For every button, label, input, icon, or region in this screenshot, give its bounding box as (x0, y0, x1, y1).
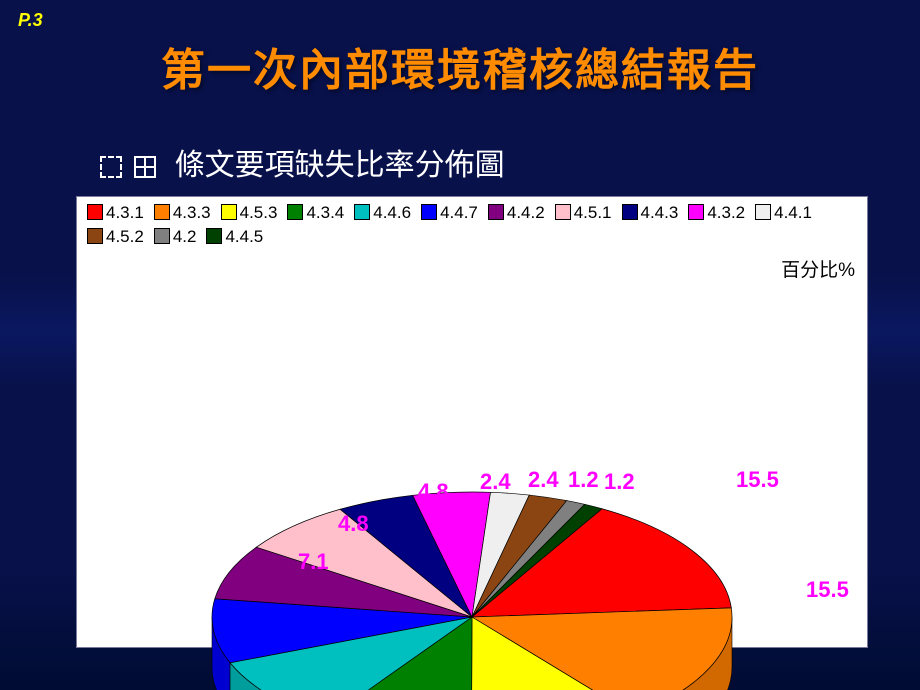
legend-swatch (206, 228, 222, 244)
legend-swatch (488, 204, 504, 220)
legend-item: 4.3.4 (287, 201, 344, 225)
page-title: 第一次內部環境稽核總結報告 (0, 34, 920, 98)
slice-label: 4.8 (418, 479, 449, 505)
legend-label: 4.3.3 (173, 203, 211, 222)
legend-item: 4.4.7 (421, 201, 478, 225)
slice-label: 7.1 (298, 549, 329, 575)
legend-swatch (755, 204, 771, 220)
legend-label: 4.3.2 (707, 203, 745, 222)
pie-svg (192, 477, 752, 690)
legend-item: 4.5.2 (87, 225, 144, 249)
slice-label: 15.5 (736, 467, 779, 493)
slice-label: 15.5 (806, 577, 849, 603)
slice-label: 1.2 (568, 467, 599, 493)
legend-swatch (421, 204, 437, 220)
legend-label: 4.4.6 (373, 203, 411, 222)
legend-item: 4.3.3 (154, 201, 211, 225)
legend-label: 4.2 (173, 227, 197, 246)
slice-label: 4.8 (338, 511, 369, 537)
pie-chart: 15.515.510.79.59.58.37.17.14.84.82.42.41… (192, 477, 752, 690)
legend-swatch (87, 228, 103, 244)
legend-item: 4.5.3 (221, 201, 278, 225)
legend-label: 4.4.3 (641, 203, 679, 222)
legend-label: 4.3.4 (306, 203, 344, 222)
legend-item: 4.2 (154, 225, 197, 249)
legend-label: 4.5.1 (574, 203, 612, 222)
legend-label: 4.4.1 (774, 203, 812, 222)
slice-label: 2.4 (528, 467, 559, 493)
bullet-icon (134, 156, 156, 178)
legend-item: 4.4.6 (354, 201, 411, 225)
legend-item: 4.3.2 (688, 201, 745, 225)
legend-swatch (688, 204, 704, 220)
subtitle: 條文要項缺失比率分佈圖 (100, 140, 505, 184)
legend-item: 4.4.2 (488, 201, 545, 225)
legend-swatch (221, 204, 237, 220)
legend-swatch (154, 204, 170, 220)
legend: 4.3.1 4.3.3 4.5.3 4.3.4 4.4.6 4.4.7 4.4.2 4.5.1… (77, 197, 867, 249)
legend-item: 4.4.3 (622, 201, 679, 225)
legend-item: 4.5.1 (555, 201, 612, 225)
legend-label: 4.4.5 (225, 227, 263, 246)
subtitle-text: 條文要項缺失比率分佈圖 (175, 149, 505, 182)
legend-label: 4.5.3 (240, 203, 278, 222)
legend-label: 4.5.2 (106, 227, 144, 246)
legend-item: 4.4.1 (755, 201, 812, 225)
legend-label: 4.3.1 (106, 203, 144, 222)
legend-swatch (287, 204, 303, 220)
legend-swatch (354, 204, 370, 220)
legend-item: 4.4.5 (206, 225, 263, 249)
slice-label: 1.2 (604, 469, 635, 495)
legend-label: 4.4.2 (507, 203, 545, 222)
slice-label: 2.4 (480, 469, 511, 495)
legend-swatch (622, 204, 638, 220)
percent-label: 百分比% (781, 255, 855, 282)
legend-swatch (87, 204, 103, 220)
legend-item: 4.3.1 (87, 201, 144, 225)
legend-swatch (555, 204, 571, 220)
pie-chart-container: 4.3.1 4.3.3 4.5.3 4.3.4 4.4.6 4.4.7 4.4.2 4.5.1… (76, 196, 868, 648)
bullet-icon (100, 156, 122, 178)
legend-label: 4.4.7 (440, 203, 478, 222)
legend-swatch (154, 228, 170, 244)
page-number: P.3 (18, 10, 43, 31)
